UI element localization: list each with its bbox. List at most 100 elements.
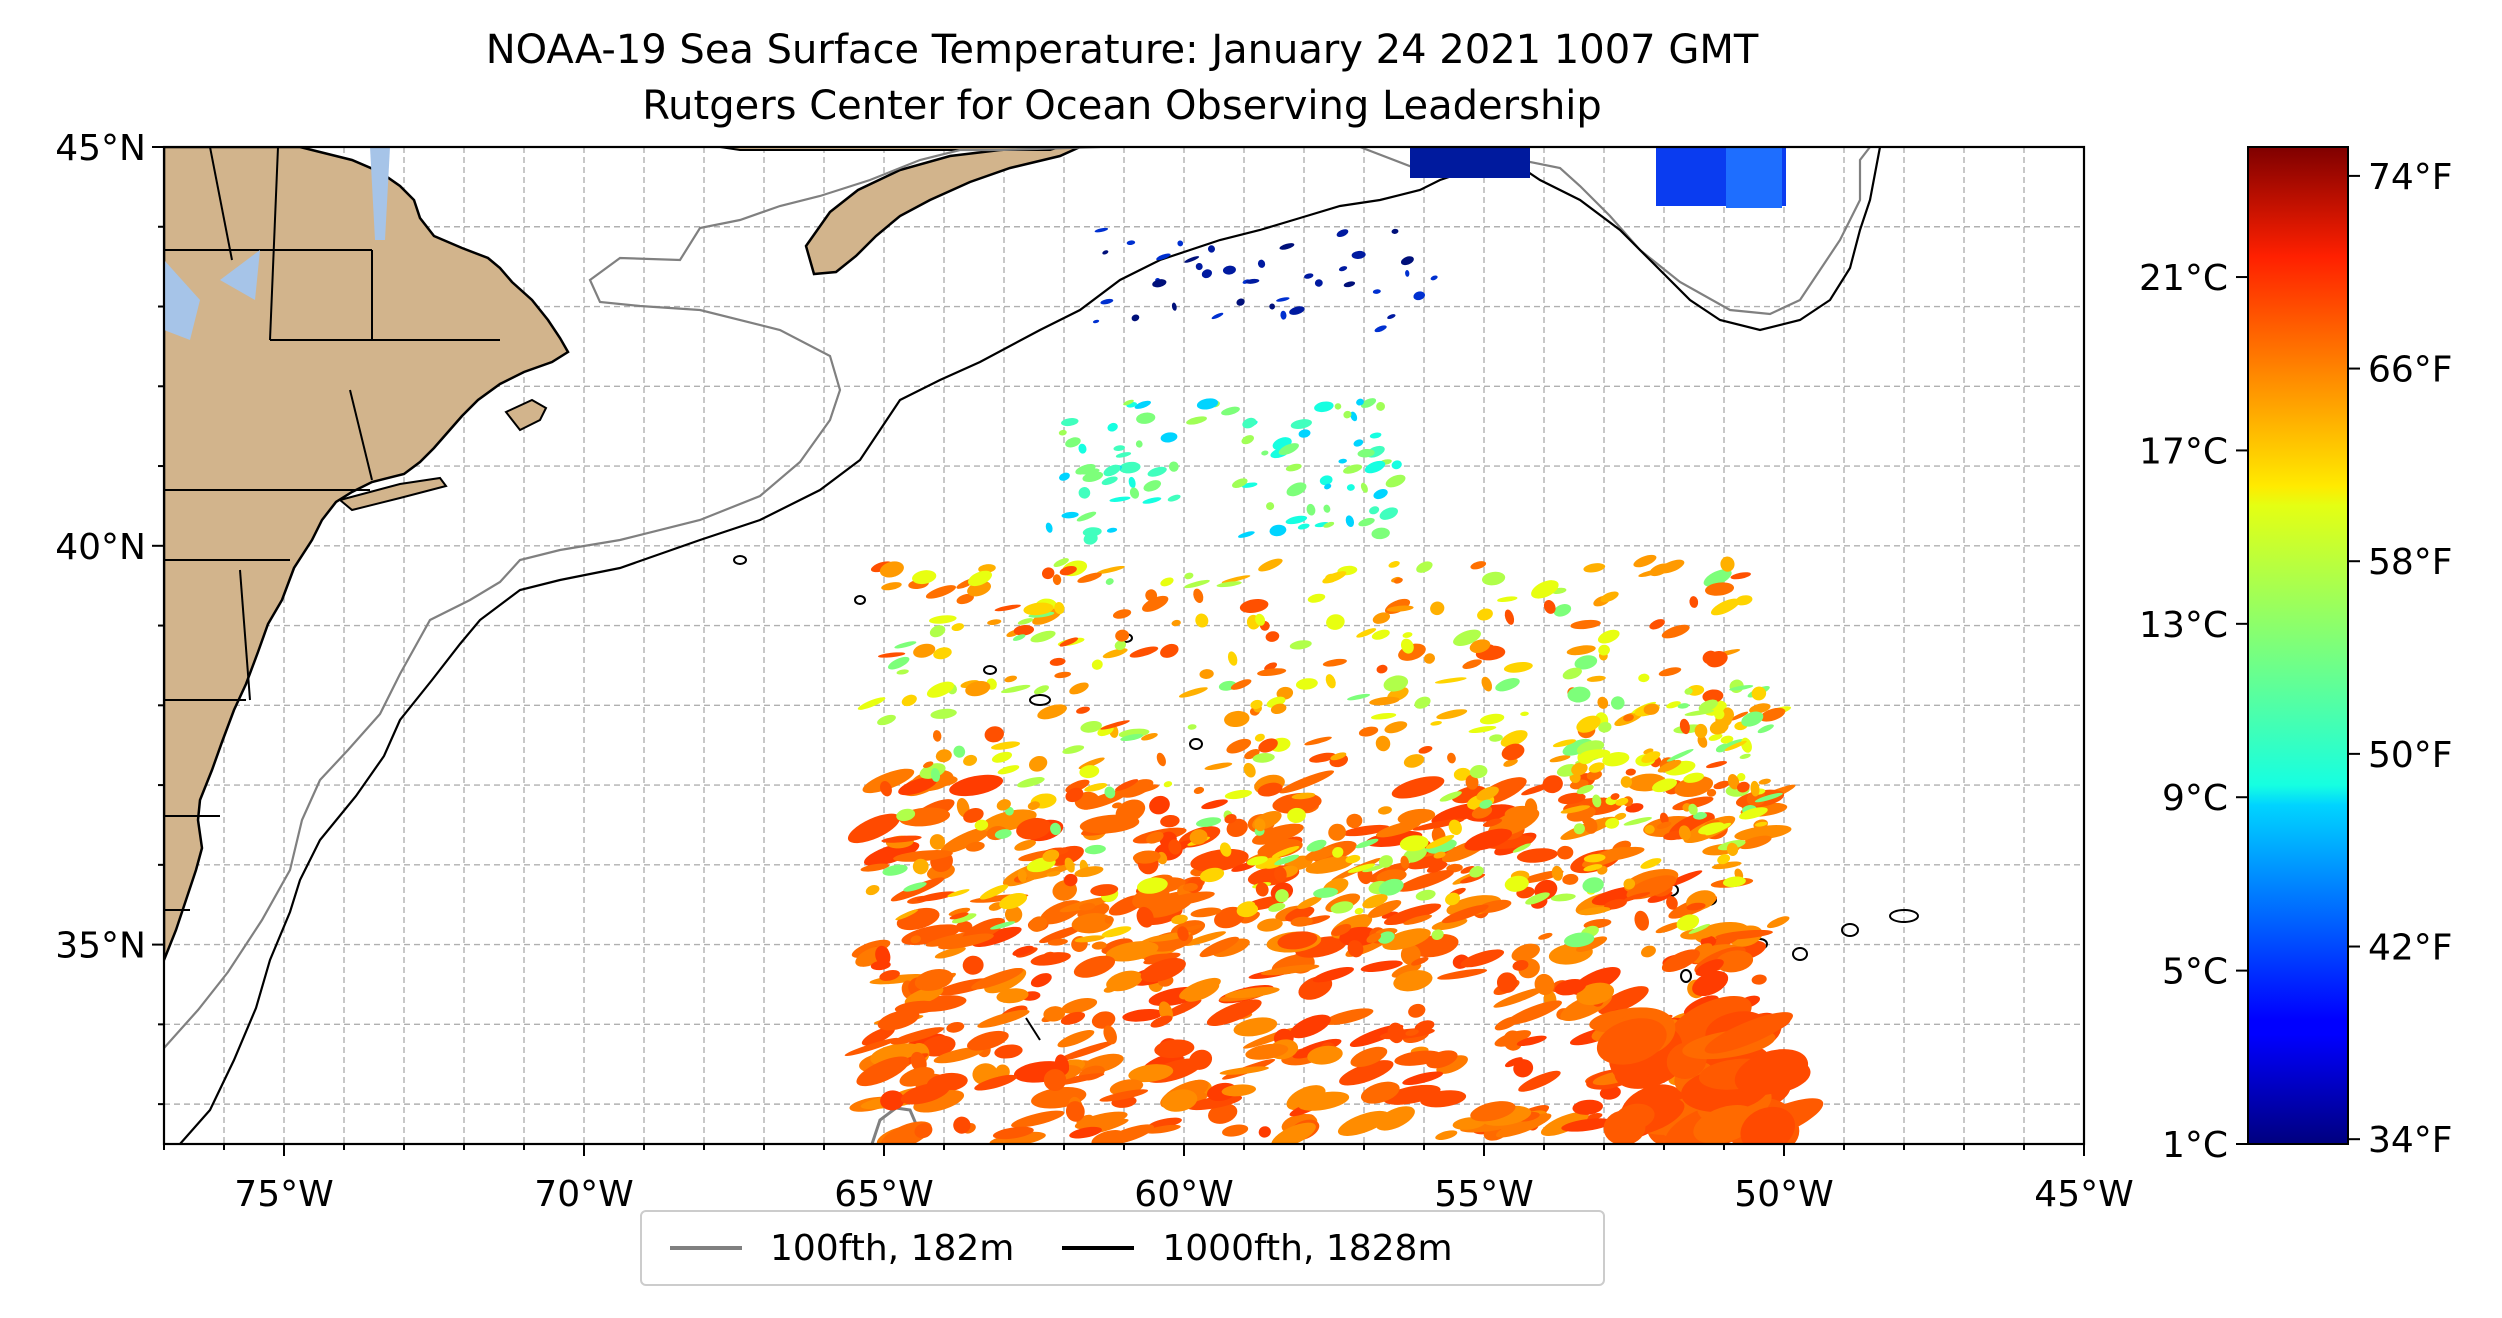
sst-patch (1276, 297, 1290, 302)
sst-patch (1201, 799, 1228, 810)
cape-cod (504, 398, 548, 432)
sst-patch (1560, 805, 1591, 814)
sst-patch (1290, 419, 1312, 429)
sst-patch (1052, 574, 1062, 586)
sst-patch (921, 1035, 956, 1057)
sst-patch (935, 749, 952, 763)
sst-patch (1092, 319, 1100, 324)
sst-patch (1032, 608, 1062, 625)
sst-patch (1381, 911, 1399, 919)
sst-patch (1323, 521, 1335, 528)
us-east-coast-land (164, 147, 570, 961)
sst-patch (1605, 817, 1620, 829)
sst-patch (1360, 960, 1403, 972)
sst-patch (1610, 696, 1625, 710)
sst-patch (1385, 474, 1406, 488)
sst-patch (1543, 600, 1556, 614)
sst-patch (1187, 724, 1197, 730)
sst-patch (963, 754, 978, 766)
sst-patch (1557, 792, 1586, 805)
colorbar-fahrenheit-label: 66°F (2368, 350, 2453, 391)
sst-patch (1572, 1099, 1603, 1115)
sst-patch (1706, 788, 1717, 797)
colorbar-celsius-label: 9°C (2162, 778, 2228, 819)
sst-patch (1029, 916, 1048, 932)
sst-patch (1286, 482, 1307, 497)
sst-patch (1343, 281, 1356, 288)
sst-patch (1091, 659, 1103, 670)
sst-patch (1039, 925, 1084, 944)
sst-patch (1677, 703, 1690, 709)
sst-patch (1069, 682, 1089, 695)
sst-patch (1102, 250, 1109, 255)
sst-patch (1250, 699, 1263, 710)
sst-patch (1657, 759, 1682, 773)
sst-patch (1600, 591, 1619, 603)
sst-patch (1285, 515, 1308, 525)
sst-patch (955, 921, 973, 933)
sst-patch (1464, 828, 1513, 851)
sst-patch (1245, 1043, 1289, 1060)
sst-patch (1360, 482, 1368, 493)
sst-patch (898, 777, 938, 796)
sst-patch (1503, 661, 1533, 673)
sst-patch (1453, 767, 1471, 781)
colorbar-fahrenheit-label: 42°F (2368, 928, 2453, 969)
sst-patch (1626, 875, 1677, 900)
sst-patch (1224, 710, 1250, 728)
sst-patch (1624, 892, 1651, 901)
sst-patch (949, 912, 969, 920)
sst-patch (1306, 839, 1327, 852)
sst-patch (1074, 935, 1106, 943)
sst-patch (996, 988, 1029, 1004)
sst-patch (1615, 797, 1629, 806)
sst-patch (1750, 780, 1760, 797)
sst-patch (1219, 842, 1232, 857)
sst-patch (894, 641, 917, 649)
sst-patch (1073, 955, 1116, 978)
sst-patch (1105, 941, 1159, 962)
legend-swatch-black-line (1062, 1246, 1135, 1250)
sst-patch (1030, 630, 1056, 643)
sst-patch (1425, 834, 1455, 849)
lon-tick-label: 45°W (2034, 1174, 2133, 1215)
sst-patch (1156, 752, 1166, 767)
sst-patch (1307, 1045, 1343, 1065)
sst-patch (1111, 802, 1123, 809)
sst-patch (1060, 1011, 1086, 1025)
sst-patch (1378, 855, 1393, 868)
sst-patch (1239, 598, 1269, 614)
sst-patch (1225, 987, 1280, 999)
sst-patch (1289, 306, 1305, 315)
sst-patch (1697, 735, 1708, 748)
sst-patch (1746, 790, 1766, 807)
sst-patch (1684, 688, 1693, 695)
colorbar-fahrenheit-label: 50°F (2368, 735, 2453, 776)
sst-patch (1314, 279, 1323, 287)
sst-patch (1402, 1071, 1444, 1086)
sst-patch (1705, 651, 1728, 668)
sst-patch (1028, 755, 1048, 772)
sst-patch (1050, 822, 1061, 836)
sst-patch (1331, 923, 1352, 936)
sst-patch (1332, 846, 1344, 858)
sst-patch (857, 697, 886, 710)
sst-patch (1574, 655, 1598, 670)
sst-patch (1146, 1124, 1181, 1134)
sst-patch (1298, 976, 1333, 1000)
sst-patch (1126, 240, 1136, 246)
sst-patch (1127, 784, 1160, 795)
sst-patch (1400, 855, 1410, 869)
sst-patch (1103, 985, 1118, 993)
sst-patch (1356, 398, 1364, 406)
sst-patch (979, 884, 1009, 900)
sst-patch (1736, 773, 1746, 782)
sst-patch (1378, 806, 1392, 815)
sst-patch (1649, 563, 1670, 577)
sst-patch (1090, 884, 1119, 897)
sst-patch (1676, 914, 1700, 931)
sst-patch (1246, 856, 1268, 866)
sst-patch (1343, 464, 1363, 474)
sst-patch (1393, 577, 1403, 584)
sst-patch (894, 1000, 941, 1015)
